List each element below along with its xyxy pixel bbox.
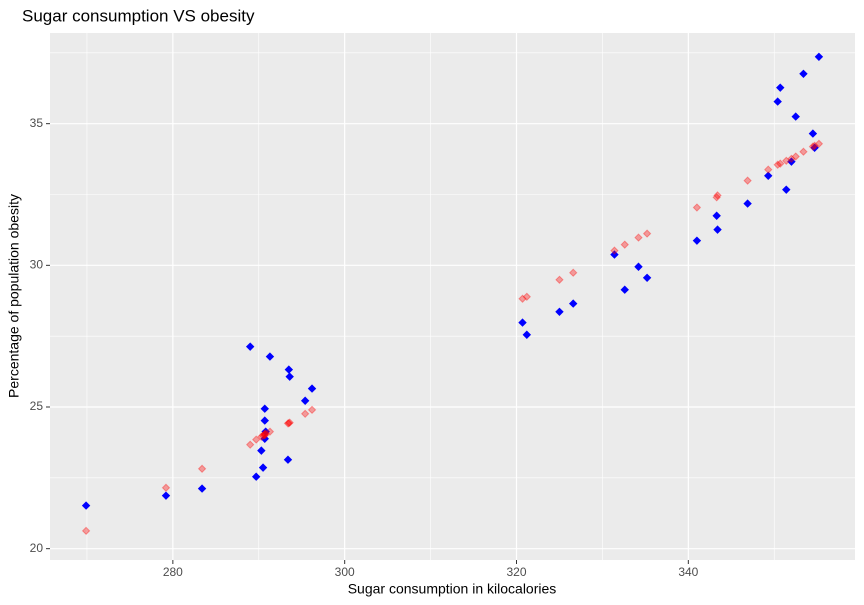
point <box>283 455 293 464</box>
chart-title: Sugar consumption VS obesity <box>22 6 255 25</box>
point <box>799 147 808 156</box>
point <box>300 396 310 405</box>
point <box>620 240 629 249</box>
point <box>258 463 268 472</box>
point <box>260 404 269 413</box>
point <box>808 129 818 138</box>
point <box>245 342 255 351</box>
point <box>161 483 171 492</box>
point <box>307 384 317 393</box>
point <box>810 141 819 150</box>
point <box>642 229 652 238</box>
point <box>634 262 643 271</box>
point <box>808 142 818 151</box>
point <box>776 159 785 168</box>
point <box>713 225 722 234</box>
point <box>261 429 270 438</box>
point <box>814 139 824 148</box>
point <box>245 440 255 449</box>
point <box>257 446 266 455</box>
point <box>81 501 91 510</box>
point <box>810 143 819 152</box>
y-tick-label: 20 <box>30 541 44 555</box>
point <box>522 292 532 301</box>
point <box>764 171 773 181</box>
point <box>257 432 266 441</box>
point <box>285 372 294 381</box>
point <box>283 419 293 428</box>
point <box>773 160 782 169</box>
point <box>787 157 796 166</box>
point <box>300 409 310 419</box>
panel <box>50 33 855 560</box>
point <box>284 365 294 374</box>
point <box>782 185 791 194</box>
point <box>265 352 275 361</box>
point <box>261 427 270 436</box>
point <box>642 273 652 283</box>
point <box>260 429 269 439</box>
point <box>743 176 752 185</box>
point <box>787 154 796 164</box>
point <box>81 526 91 536</box>
point <box>712 211 721 220</box>
point <box>197 464 207 473</box>
point <box>307 405 317 415</box>
point <box>773 97 782 106</box>
point <box>610 246 619 255</box>
point <box>258 431 268 440</box>
point <box>782 156 791 165</box>
point <box>713 191 722 200</box>
x-tick-label: 300 <box>335 565 355 579</box>
point <box>518 294 527 303</box>
x-axis-title: Sugar consumption in kilocalories <box>348 581 557 597</box>
point <box>610 250 619 259</box>
y-tick-label: 35 <box>30 116 44 130</box>
point <box>791 152 800 161</box>
point <box>634 233 643 242</box>
point <box>764 165 773 174</box>
point <box>161 491 171 500</box>
point <box>522 330 532 339</box>
point <box>791 112 800 121</box>
point <box>260 430 269 439</box>
point <box>799 69 808 79</box>
point <box>251 472 261 481</box>
point <box>712 193 721 202</box>
y-tick-label: 25 <box>30 399 44 413</box>
point <box>518 318 527 327</box>
y-tick-label: 30 <box>30 258 44 272</box>
y-axis-title: Percentage of population obesity <box>6 194 22 398</box>
point <box>260 431 269 440</box>
point <box>260 416 269 425</box>
point <box>251 435 261 444</box>
point <box>814 52 824 62</box>
point <box>260 434 269 443</box>
point <box>743 199 752 208</box>
point <box>265 427 275 436</box>
x-tick-label: 320 <box>506 565 526 579</box>
point <box>692 203 702 212</box>
x-tick-label: 340 <box>678 565 698 579</box>
point <box>284 418 294 428</box>
point <box>555 307 564 317</box>
point <box>568 268 578 277</box>
point <box>620 285 629 294</box>
point <box>285 418 294 427</box>
point <box>776 83 785 92</box>
point <box>555 275 564 284</box>
point <box>692 236 702 245</box>
point <box>197 484 207 493</box>
x-tick-label: 280 <box>163 565 183 579</box>
point <box>568 299 578 308</box>
